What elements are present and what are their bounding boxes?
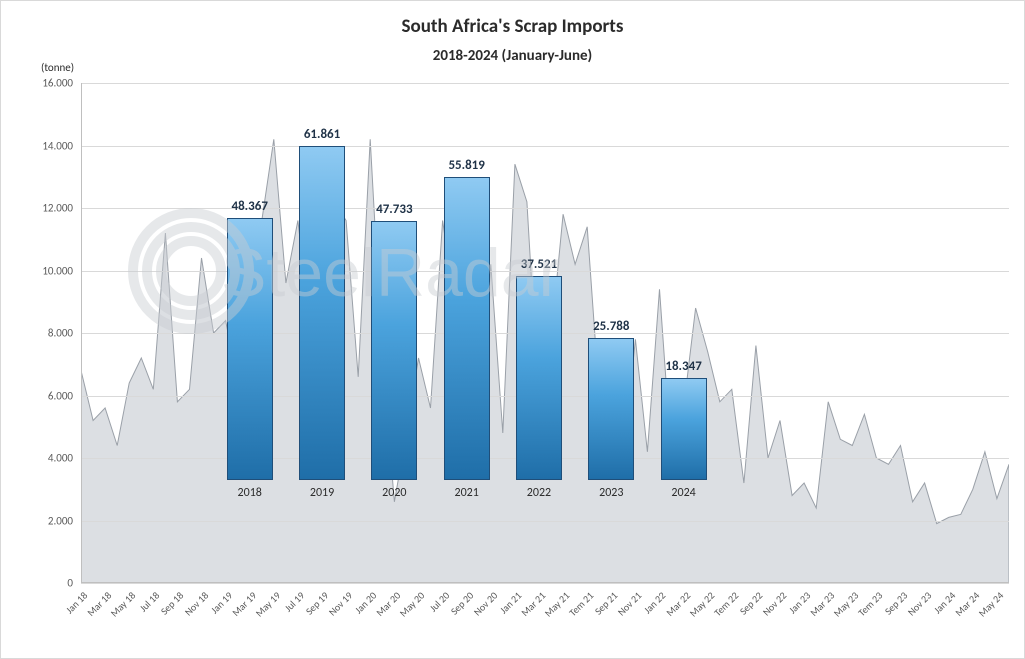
- y-tick: 10.000: [42, 264, 81, 277]
- bar-category-label: 2023: [599, 486, 623, 500]
- bar-category-label: 2024: [671, 486, 695, 500]
- bar-value-label: 47.733: [376, 202, 412, 217]
- x-tick: Sep 23: [881, 589, 909, 617]
- x-tick: Nov 20: [471, 589, 500, 618]
- plot-area: 48.367 2018 61.861 2019 47.733 2020 55.819 2021…: [81, 83, 1009, 583]
- bar-value-label: 55.819: [448, 158, 484, 173]
- x-tick: May 21: [542, 589, 572, 619]
- x-tick: Mar 18: [84, 589, 114, 619]
- bar: [516, 276, 562, 480]
- x-tick: May 22: [686, 589, 716, 619]
- x-tick: Sep 19: [303, 589, 331, 617]
- x-tick: May 19: [253, 589, 283, 619]
- y-tick: 16.000: [42, 77, 81, 90]
- y-axis-line: [81, 83, 82, 583]
- bar: [227, 218, 273, 480]
- x-tick: Nov 18: [181, 589, 210, 618]
- bar: [444, 177, 490, 480]
- bar-value-label: 37.521: [521, 257, 557, 272]
- bar-category-label: 2018: [238, 486, 262, 500]
- x-tick: May 18: [108, 589, 138, 619]
- x-tick: May 20: [397, 589, 427, 619]
- bar-category-label: 2019: [310, 486, 334, 500]
- gridline: [81, 83, 1009, 84]
- x-tick: Tem 22: [711, 589, 741, 619]
- x-tick: Mar 23: [808, 589, 838, 619]
- x-tick: Mar 22: [663, 589, 693, 619]
- bar-value-label: 61.861: [304, 127, 340, 142]
- bar-value-label: 18.347: [665, 359, 701, 374]
- gridline: [81, 583, 1009, 584]
- gridline: [81, 146, 1009, 147]
- bar: [371, 221, 417, 480]
- bar: [588, 338, 634, 480]
- bar-value-label: 25.788: [593, 319, 629, 334]
- x-tick: Sep 22: [737, 589, 765, 617]
- x-tick: Sep 20: [447, 589, 475, 617]
- bar-category-label: 2021: [454, 486, 478, 500]
- y-tick: 8.000: [48, 327, 81, 340]
- x-tick: Mar 19: [229, 589, 259, 619]
- bar: [299, 146, 345, 480]
- bar-category-label: 2020: [382, 486, 406, 500]
- y-tick: 4.000: [48, 452, 81, 465]
- x-tick: Mar 21: [518, 589, 548, 619]
- x-tick: Sep 21: [592, 589, 620, 617]
- x-tick: Nov 23: [904, 589, 933, 618]
- x-tick: Nov 22: [760, 589, 789, 618]
- y-axis-unit: (tonne): [41, 61, 74, 74]
- x-tick: Sep 18: [158, 589, 186, 617]
- y-tick: 14.000: [42, 139, 81, 152]
- x-tick: May 23: [831, 589, 861, 619]
- bar: [661, 378, 707, 480]
- chart-frame: South Africa's Scrap Imports 2018-2024 (…: [0, 0, 1025, 659]
- x-tick: Jul 20: [426, 589, 452, 615]
- gridline: [81, 521, 1009, 522]
- x-tick: Jan 24: [931, 589, 958, 616]
- x-tick: May 24: [976, 589, 1006, 619]
- x-tick: Tem 23: [856, 589, 886, 619]
- x-axis-line: [81, 582, 1009, 583]
- bar-value-label: 48.367: [232, 199, 268, 214]
- gridline: [81, 208, 1009, 209]
- x-tick: Mar 24: [952, 589, 982, 619]
- x-tick: Jul 18: [137, 589, 163, 615]
- y-tick: 2.000: [48, 514, 81, 527]
- x-tick: Jan 22: [641, 589, 668, 616]
- x-tick: Jul 19: [282, 589, 308, 615]
- bar-category-label: 2022: [527, 486, 551, 500]
- y-tick: 0: [67, 577, 81, 590]
- x-tick: Jan 19: [207, 589, 234, 616]
- x-tick: Nov 19: [326, 589, 355, 618]
- x-tick: Tem 21: [566, 589, 596, 619]
- chart-title: South Africa's Scrap Imports: [1, 15, 1024, 38]
- y-tick: 12.000: [42, 202, 81, 215]
- chart-subtitle: 2018-2024 (January-June): [1, 47, 1024, 65]
- y-tick: 6.000: [48, 389, 81, 402]
- x-tick: Nov 21: [615, 589, 644, 618]
- x-tick: Mar 20: [374, 589, 404, 619]
